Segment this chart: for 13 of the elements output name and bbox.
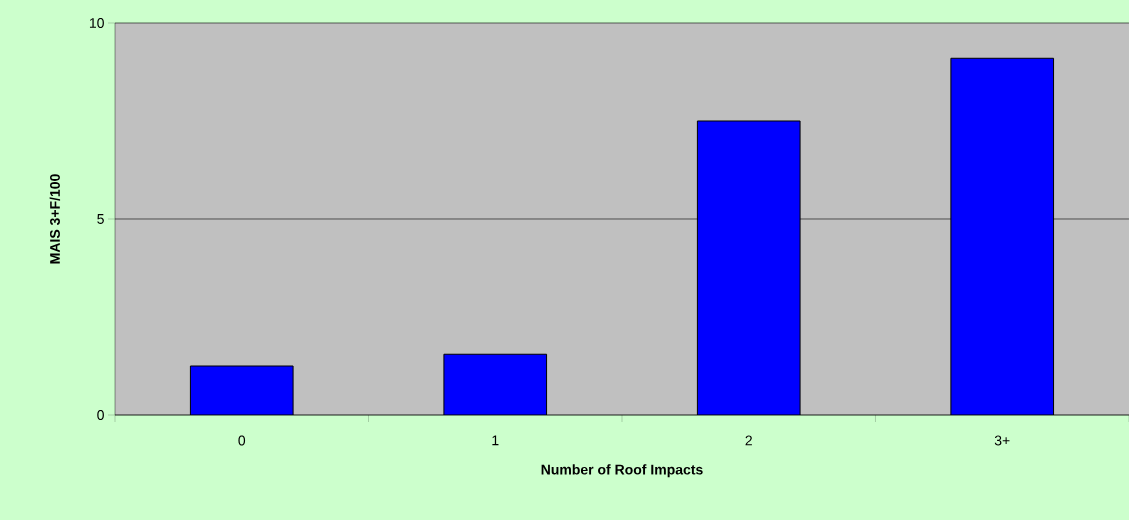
bar bbox=[696, 120, 801, 415]
y-tick-label: 10 bbox=[89, 18, 104, 28]
bar bbox=[189, 365, 294, 415]
x-tick-label: 2 bbox=[745, 435, 752, 446]
y-tick-label: 5 bbox=[97, 214, 104, 224]
x-tick-label: 3+ bbox=[994, 435, 1010, 446]
x-tick-label: 0 bbox=[238, 435, 246, 446]
x-axis-title: Number of Roof Impacts bbox=[541, 464, 703, 478]
bar bbox=[950, 57, 1055, 415]
bar bbox=[443, 353, 548, 415]
y-tick-label: 0 bbox=[97, 410, 104, 420]
x-tick-label: 1 bbox=[492, 435, 499, 446]
y-axis-title: MAIS 3+F/100 bbox=[49, 174, 61, 264]
